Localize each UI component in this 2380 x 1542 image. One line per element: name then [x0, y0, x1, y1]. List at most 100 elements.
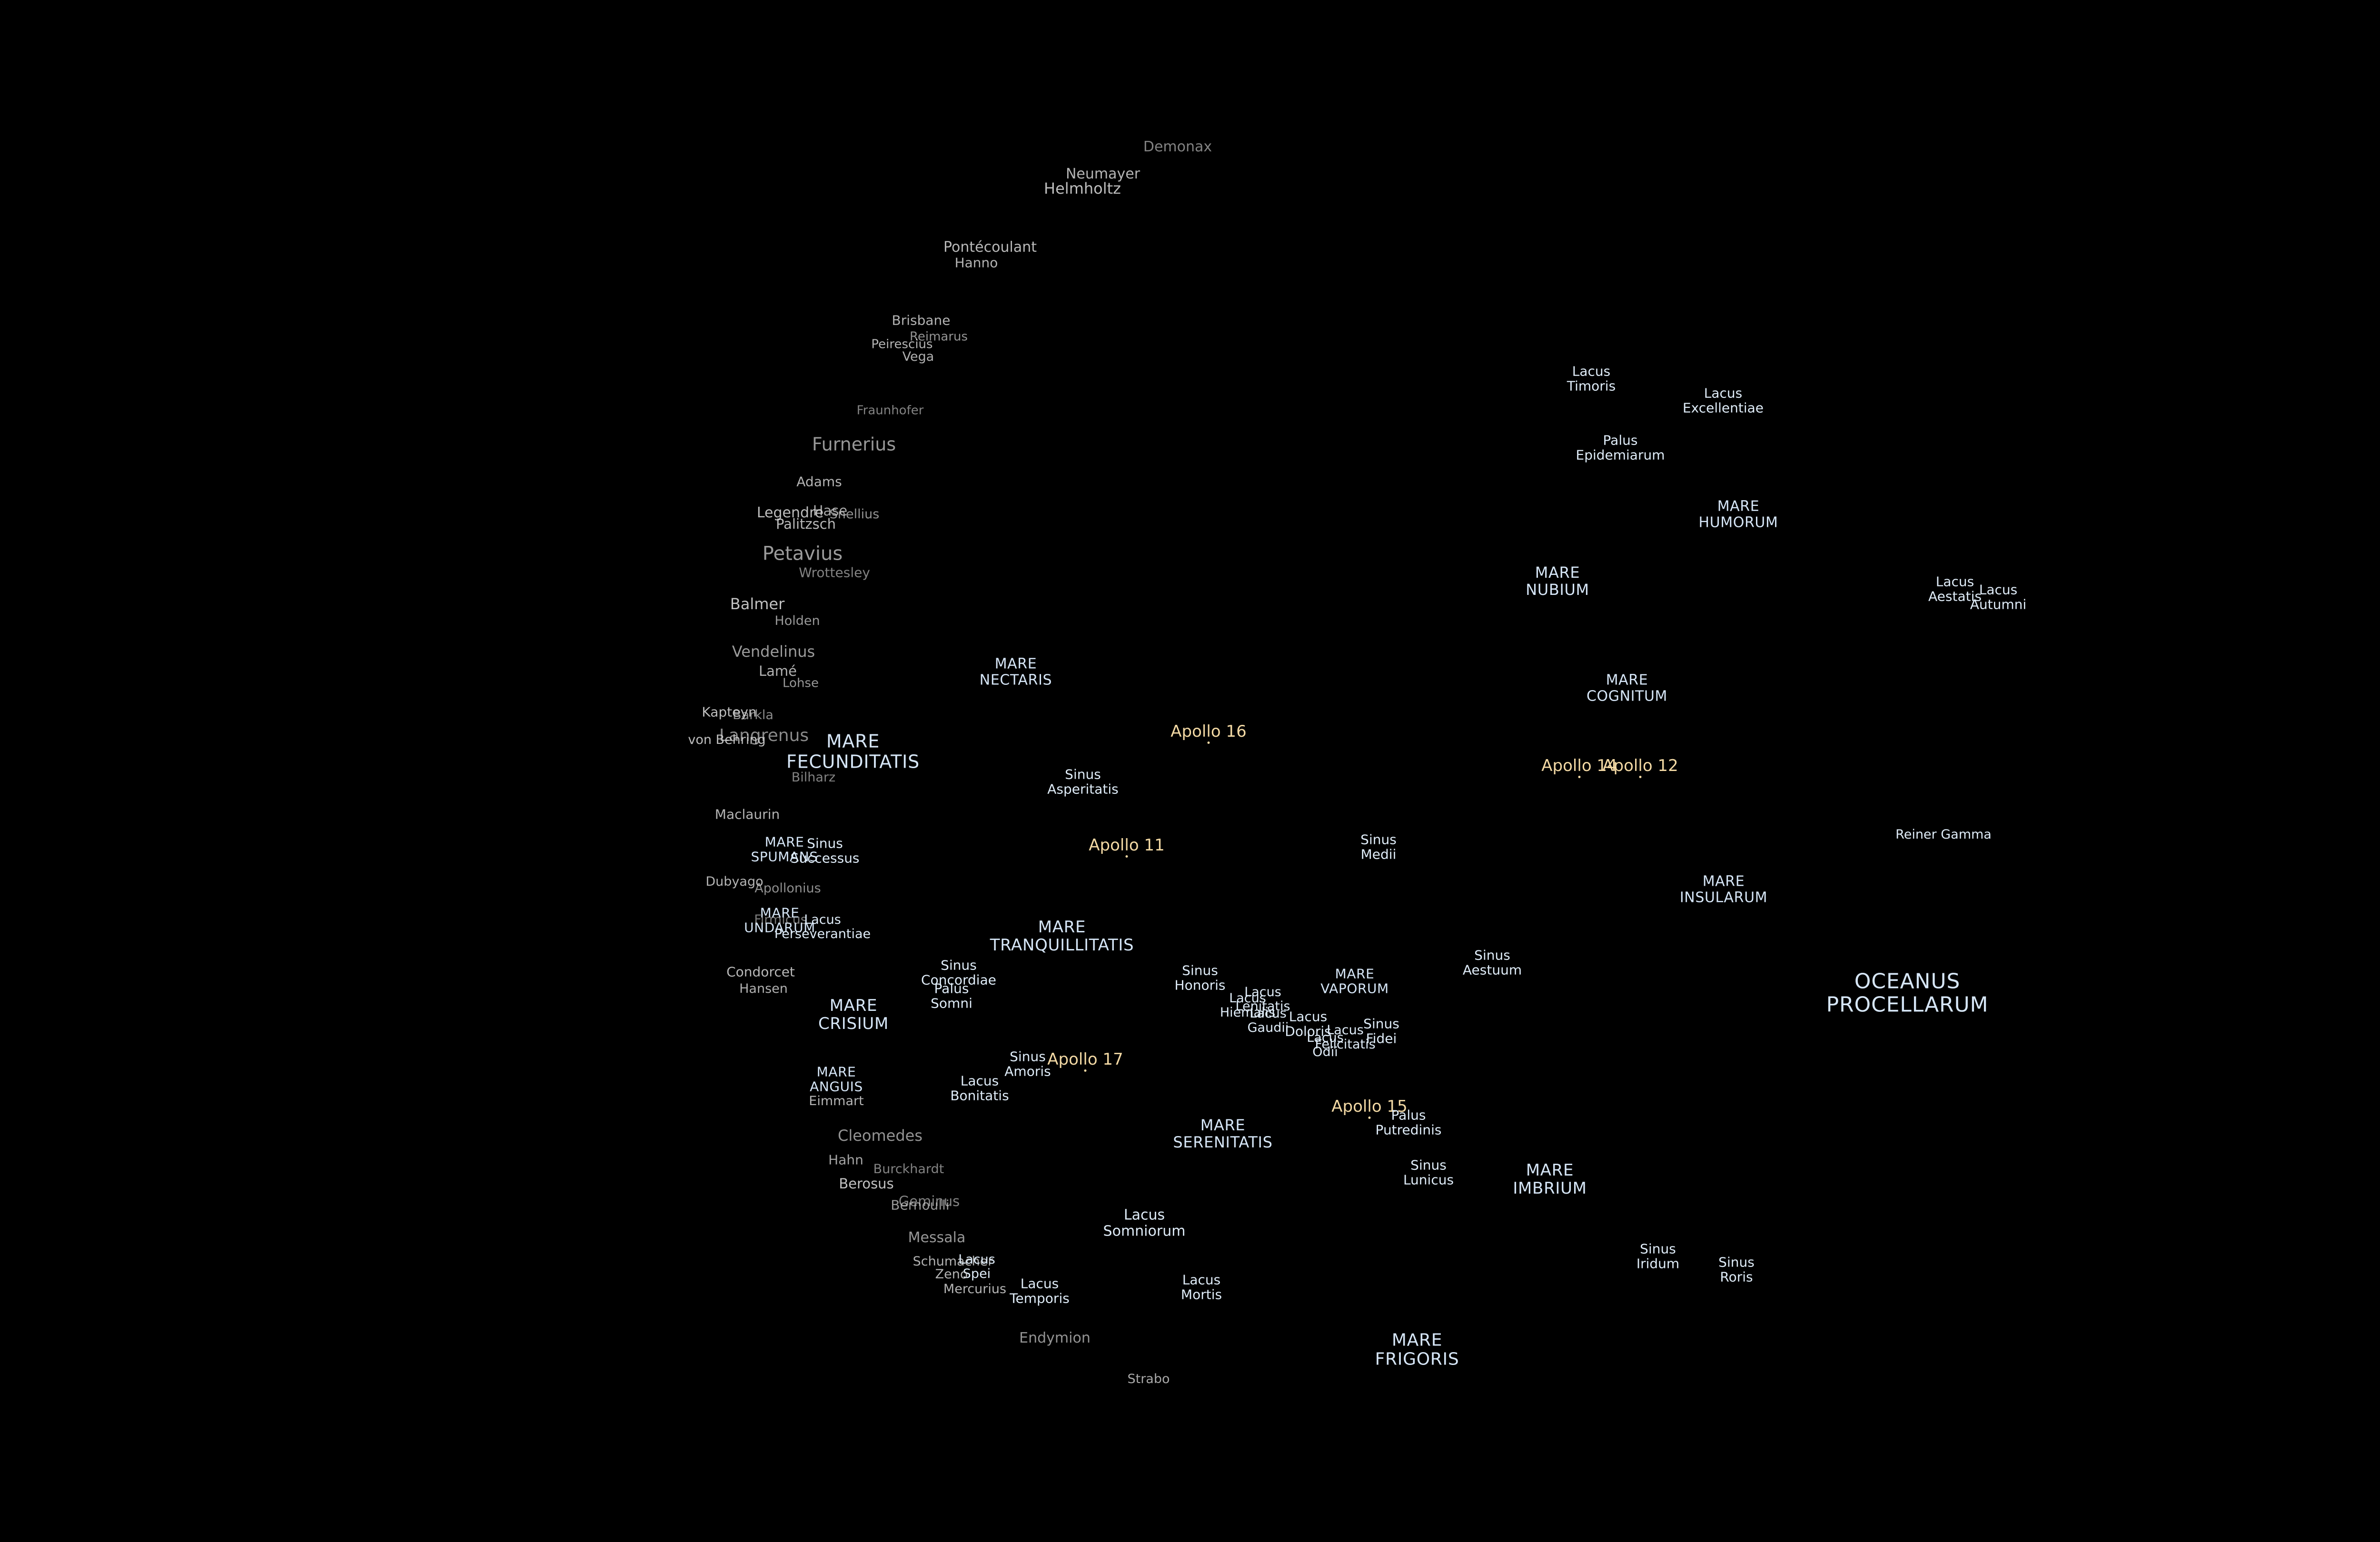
map-label-hanno: Hanno — [954, 255, 998, 271]
map-label-lacus-autumni: Lacus Autumni — [1970, 582, 2027, 613]
map-label-sinus-fidei: Sinus Fidei — [1363, 1016, 1399, 1047]
map-label-mare-frigoris: MARE FRIGORIS — [1375, 1330, 1459, 1369]
map-label-petavius: Petavius — [762, 543, 843, 565]
map-label-eimmart: Eimmart — [809, 1093, 864, 1108]
map-label-lam: Lamé — [758, 662, 797, 679]
map-label-barkla: Barkla — [733, 707, 774, 722]
map-label-balmer: Balmer — [730, 595, 785, 613]
map-label-geminus: Geminus — [898, 1193, 960, 1209]
map-label-bilharz: Bilharz — [791, 770, 836, 785]
map-label-lacus-timoris: Lacus Timoris — [1567, 363, 1616, 394]
map-label-holden: Holden — [774, 613, 820, 628]
map-label-mare-serenitatis: MARE SERENITATIS — [1173, 1116, 1273, 1151]
map-label-kapteyn: Kapteyn — [702, 704, 757, 720]
map-label-oceanus-procellarum: OCEANUS PROCELLARUM — [1826, 969, 1989, 1017]
map-label-sinus-asperitatis: Sinus Asperitatis — [1047, 766, 1119, 797]
map-label-snellius: Snellius — [829, 506, 880, 522]
map-label-von-behring: von Behring — [688, 732, 766, 747]
map-label-demonax: Demonax — [1143, 138, 1212, 156]
map-label-sinus-iridum: Sinus Iridum — [1636, 1241, 1680, 1272]
map-label-reiner-gamma: Reiner Gamma — [1895, 827, 1992, 842]
map-label-peirescius: Peirescius — [871, 337, 933, 352]
map-label-lacus-bonitatis: Lacus Bonitatis — [950, 1073, 1009, 1104]
map-label-adams: Adams — [796, 474, 842, 490]
map-label-sinus-successus: Sinus Successus — [790, 835, 860, 866]
map-label-dubyago: Dubyago — [705, 874, 764, 889]
map-label-mare-humorum: MARE HUMORUM — [1698, 498, 1778, 531]
map-label-palus-putredinis: Palus Putredinis — [1375, 1107, 1442, 1138]
map-label-langrenus: Langrenus — [719, 725, 809, 745]
map-label-lacus-gaudii: Lacus Gaudii — [1247, 1006, 1289, 1035]
map-label-maclaurin: Maclaurin — [714, 806, 780, 822]
map-label-legendre: Legendre — [756, 504, 824, 522]
map-label-lacus-temporis: Lacus Temporis — [1010, 1275, 1070, 1306]
map-label-zeno: Zeno — [935, 1266, 968, 1282]
map-label-hahn: Hahn — [828, 1152, 863, 1168]
map-label-mare-nubium: MARE NUBIUM — [1526, 563, 1589, 599]
map-label-apollo-14: Apollo 14 — [1541, 756, 1617, 775]
map-label-mercurius: Mercurius — [943, 1281, 1007, 1296]
map-label-lacus-excellentiae: Lacus Excellentiae — [1682, 385, 1764, 416]
map-label-apollonius: Apollonius — [754, 880, 821, 896]
map-label-mare-cognitum: MARE COGNITUM — [1586, 672, 1668, 704]
map-label-vega: Vega — [902, 349, 934, 364]
map-label-reimarus: Reimarus — [909, 329, 968, 344]
map-label-condorcet: Condorcet — [726, 964, 795, 980]
map-label-hase: Hase — [813, 502, 848, 519]
apollo-site-marker-apollo-15 — [1368, 1117, 1371, 1119]
map-label-bernoulli: Bernoulli — [891, 1197, 950, 1213]
map-label-burckhardt: Burckhardt — [873, 1161, 944, 1176]
map-label-messala: Messala — [908, 1229, 966, 1246]
map-label-endymion: Endymion — [1019, 1330, 1091, 1347]
map-label-apollo-16: Apollo 16 — [1170, 722, 1247, 741]
map-label-lacus-aestatis: Lacus Aestatis — [1928, 573, 1982, 604]
map-label-sinus-amoris: Sinus Amoris — [1004, 1048, 1051, 1079]
map-label-pont-coulant: Pontécoulant — [943, 239, 1037, 256]
map-label-lacus-somniorum: Lacus Somniorum — [1103, 1206, 1186, 1239]
map-label-apollo-17: Apollo 17 — [1047, 1049, 1123, 1069]
map-label-hansen: Hansen — [739, 981, 788, 996]
map-label-neumayer: Neumayer — [1065, 166, 1140, 183]
map-label-schumacher: Schumacher — [912, 1254, 993, 1269]
map-label-lacus-doloris: Lacus Doloris — [1285, 1008, 1331, 1039]
map-label-mare-undarum: MARE UNDARUM — [744, 905, 815, 936]
map-label-mare-imbrium: MARE IMBRIUM — [1513, 1160, 1587, 1198]
map-label-berosus: Berosus — [839, 1175, 894, 1192]
map-label-lacus-felicitatis: Lacus Felicitatis — [1315, 1022, 1376, 1052]
apollo-site-marker-apollo-16 — [1207, 741, 1210, 744]
map-label-mare-tranquillitatis: MARE TRANQUILLITATIS — [990, 917, 1134, 955]
map-label-sinus-lunicus: Sinus Lunicus — [1403, 1157, 1454, 1188]
map-label-palus-somni: Palus Somni — [931, 980, 972, 1011]
map-label-mare-spumans: MARE SPUMANS — [751, 834, 818, 865]
map-label-sinus-medii: Sinus Medii — [1360, 831, 1397, 862]
map-label-furnerius: Furnerius — [812, 434, 896, 455]
map-label-mare-fecunditatis: MARE FECUNDITATIS — [786, 731, 920, 772]
map-label-helmholtz: Helmholtz — [1044, 179, 1121, 198]
apollo-site-marker-apollo-14 — [1578, 776, 1581, 778]
map-label-mare-insularum: MARE INSULARUM — [1679, 873, 1768, 906]
map-label-lacus-mortis: Lacus Mortis — [1180, 1272, 1222, 1303]
map-label-mare-nectaris: MARE NECTARIS — [979, 655, 1052, 688]
map-label-lacus-lenitatis: Lacus Lenitatis — [1235, 984, 1290, 1014]
map-label-wrottesley: Wrottesley — [799, 564, 870, 581]
map-label-lacus-hiemalis: Lacus Hiemalis — [1220, 990, 1276, 1020]
map-label-fraunhofer: Fraunhofer — [856, 403, 924, 418]
map-label-sinus-roris: Sinus Roris — [1718, 1254, 1755, 1285]
map-label-palitzsch: Palitzsch — [775, 515, 836, 532]
map-label-sinus-aestuum: Sinus Aestuum — [1462, 947, 1522, 978]
map-label-palus-epidemiarum: Palus Epidemiarum — [1576, 432, 1665, 463]
map-label-mare-crisium: MARE CRISIUM — [818, 996, 889, 1033]
map-label-sinus-concordiae: Sinus Concordiae — [921, 957, 996, 988]
map-label-apollo-11: Apollo 11 — [1089, 835, 1165, 855]
map-label-cleomedes: Cleomedes — [837, 1127, 923, 1145]
map-label-lohse: Lohse — [783, 676, 819, 691]
map-label-strabo: Strabo — [1127, 1371, 1170, 1386]
map-label-sinus-honoris: Sinus Honoris — [1174, 962, 1226, 993]
map-label-mare-vaporum: MARE VAPORUM — [1320, 966, 1389, 997]
apollo-site-marker-apollo-17 — [1084, 1069, 1087, 1072]
map-label-brisbane: Brisbane — [892, 312, 951, 328]
apollo-site-marker-apollo-11 — [1125, 855, 1128, 858]
map-label-firmicus: Firmicus — [754, 912, 807, 927]
map-label-lacus-odii: Lacus Odii — [1307, 1030, 1344, 1059]
